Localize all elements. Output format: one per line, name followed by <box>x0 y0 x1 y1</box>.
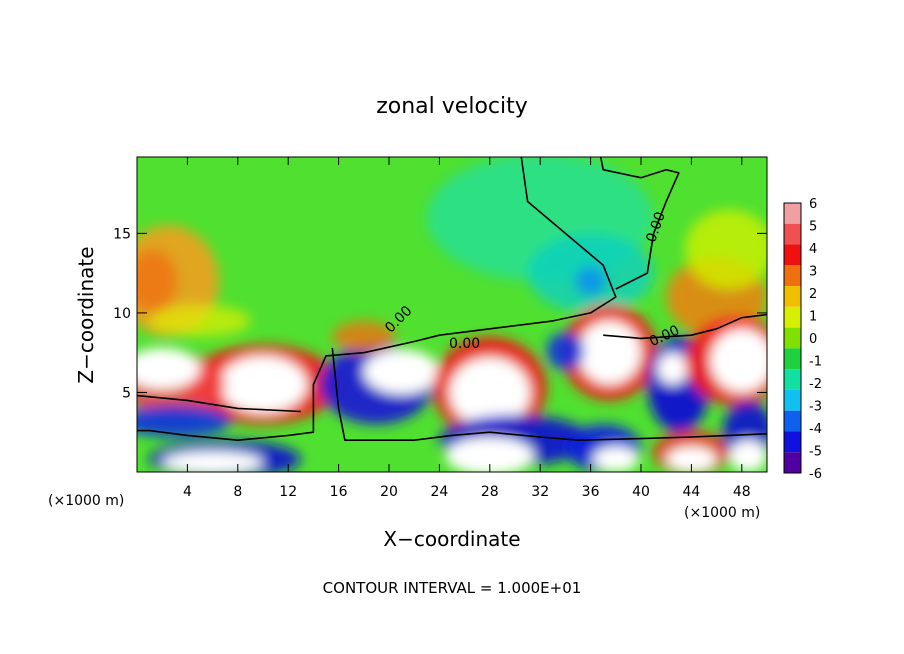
x-tick-label: 28 <box>481 484 499 500</box>
colorbar-tick-label: -5 <box>809 445 822 460</box>
contour-line <box>599 157 680 290</box>
x-tick-label: 20 <box>380 484 398 500</box>
contour-line <box>331 347 767 441</box>
x-tick-label: 12 <box>279 484 297 500</box>
x-tick-label: 24 <box>430 484 448 500</box>
colorbar-tick-label: 2 <box>809 287 817 302</box>
colorbar-tick-label: 5 <box>809 220 817 235</box>
field-blob <box>666 446 717 472</box>
x-tick-label: 16 <box>330 484 348 500</box>
y-axis-ticks: 5 10 15 <box>113 226 767 401</box>
x-unit-right: (×1000 m) <box>684 505 760 521</box>
field-blob <box>218 355 308 414</box>
contour-label: 0.00 <box>449 336 480 352</box>
colorbar-tick-label: 0 <box>809 332 817 347</box>
field-blob <box>162 451 263 472</box>
field-blob <box>546 332 585 371</box>
field-blob <box>575 266 606 296</box>
x-axis-label: X−coordinate <box>383 527 520 551</box>
colorbar-segment <box>784 286 801 307</box>
colorbar-segment <box>784 265 801 287</box>
field-blob <box>685 209 767 290</box>
field-blob <box>657 352 688 385</box>
colorbar-segment <box>784 452 801 473</box>
colorbar-segment <box>784 223 801 245</box>
x-tick-label: 48 <box>733 484 751 500</box>
field-blob <box>449 357 531 428</box>
colorbar-tick-label: -1 <box>809 355 822 370</box>
colorbar-segment <box>784 327 801 349</box>
field-blob <box>149 304 251 337</box>
colorbar-tick-label: 3 <box>809 265 817 280</box>
colorbar-tick-label: -4 <box>809 422 822 437</box>
colorbar-tick-label: 1 <box>809 310 817 325</box>
y-tick-label: 5 <box>122 385 131 401</box>
contour-line <box>137 394 301 413</box>
x-unit-left: (×1000 m) <box>48 493 124 509</box>
colorbar-frame <box>783 202 802 474</box>
x-tick-label: 36 <box>582 484 600 500</box>
field-blob <box>137 405 232 437</box>
field-blob <box>137 347 200 390</box>
colorbar-segment <box>784 306 801 328</box>
x-tick-label: 8 <box>233 484 242 500</box>
field-blob <box>332 320 396 353</box>
colorbar-segment <box>784 348 801 370</box>
x-axis-ticks: 4 8 12 16 20 24 28 32 36 40 44 48 <box>183 157 751 500</box>
colorbar-tick-label: 6 <box>809 197 817 212</box>
y-tick-label: 10 <box>113 306 131 322</box>
colorbar-tick-label: -2 <box>809 377 822 392</box>
colorbar-tick-label: -3 <box>809 400 822 415</box>
field-blob <box>710 328 767 393</box>
colorbar-segment <box>784 203 801 224</box>
field-blob <box>729 440 767 472</box>
contour-line <box>603 313 767 340</box>
field-blob <box>445 437 534 472</box>
field-blob <box>363 349 440 395</box>
x-tick-label: 4 <box>183 484 192 500</box>
chart-title: zonal velocity <box>376 94 528 119</box>
x-tick-label: 44 <box>682 484 700 500</box>
plot-area: 0.000.000.000.00 <box>137 157 767 472</box>
colorbar-segment <box>784 389 801 411</box>
contour-line <box>137 157 617 441</box>
colorbar-tick-label: 4 <box>809 242 817 257</box>
x-tick-label: 32 <box>531 484 549 500</box>
colorbar-tick-label: -6 <box>809 467 822 482</box>
y-axis-label: Z−coordinate <box>74 246 98 383</box>
contour-lines <box>137 157 767 441</box>
footer-contour-interval: CONTOUR INTERVAL = 1.000E+01 <box>323 579 582 597</box>
field-blob <box>593 446 639 472</box>
colorbar-segment <box>784 244 801 266</box>
field-blob <box>137 249 178 313</box>
field-blob <box>578 320 641 385</box>
field-blobs <box>137 157 767 472</box>
plot-frame <box>136 156 768 473</box>
y-tick-label: 15 <box>113 226 131 242</box>
colorbar-segment <box>784 369 801 390</box>
colorbar-segment <box>784 431 801 453</box>
colorbar: 6 5 4 3 2 1 0 -1 -2 -3 -4 -5 -6 <box>783 197 822 482</box>
colorbar-segment <box>784 410 801 432</box>
x-tick-label: 40 <box>632 484 650 500</box>
